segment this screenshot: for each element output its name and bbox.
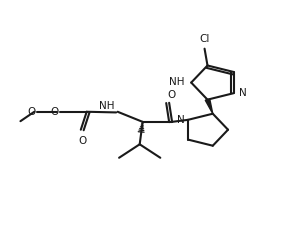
Text: N: N xyxy=(238,88,246,98)
Text: O: O xyxy=(167,89,175,99)
Polygon shape xyxy=(205,100,213,114)
Text: O: O xyxy=(27,107,35,117)
Text: Cl: Cl xyxy=(200,34,210,44)
Text: O: O xyxy=(78,135,86,145)
Text: N: N xyxy=(177,115,185,125)
Text: O: O xyxy=(50,107,59,117)
Text: NH: NH xyxy=(99,101,114,110)
Text: NH: NH xyxy=(169,77,185,87)
